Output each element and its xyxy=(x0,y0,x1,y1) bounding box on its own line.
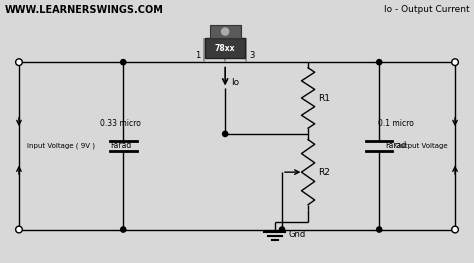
Text: 0.1 micro: 0.1 micro xyxy=(378,119,414,128)
Circle shape xyxy=(16,226,22,233)
Text: R1: R1 xyxy=(319,94,330,103)
Circle shape xyxy=(223,131,228,136)
Circle shape xyxy=(376,227,382,232)
Text: R2: R2 xyxy=(319,168,330,177)
Text: Gnd: Gnd xyxy=(288,230,305,239)
Text: 3: 3 xyxy=(249,51,255,60)
Text: Farad: Farad xyxy=(385,141,406,150)
Circle shape xyxy=(452,59,458,65)
Circle shape xyxy=(452,226,458,233)
Circle shape xyxy=(120,59,126,65)
Text: Input Voltage ( 9V ): Input Voltage ( 9V ) xyxy=(27,143,95,149)
Circle shape xyxy=(376,59,382,65)
Text: Io: Io xyxy=(231,78,239,87)
Text: Farad: Farad xyxy=(110,141,131,150)
Circle shape xyxy=(16,59,22,65)
Text: 78xx: 78xx xyxy=(215,44,236,53)
Text: Output Voltage: Output Voltage xyxy=(395,143,448,149)
Bar xyxy=(205,38,246,58)
Text: 0.33 micro: 0.33 micro xyxy=(100,119,141,128)
Circle shape xyxy=(279,227,284,232)
Text: 1: 1 xyxy=(195,51,200,60)
Text: Io - Output Current: Io - Output Current xyxy=(383,5,469,14)
Text: WWW.LEARNERSWINGS.COM: WWW.LEARNERSWINGS.COM xyxy=(5,5,164,15)
Bar xyxy=(210,25,241,38)
Circle shape xyxy=(222,28,229,35)
Circle shape xyxy=(120,227,126,232)
